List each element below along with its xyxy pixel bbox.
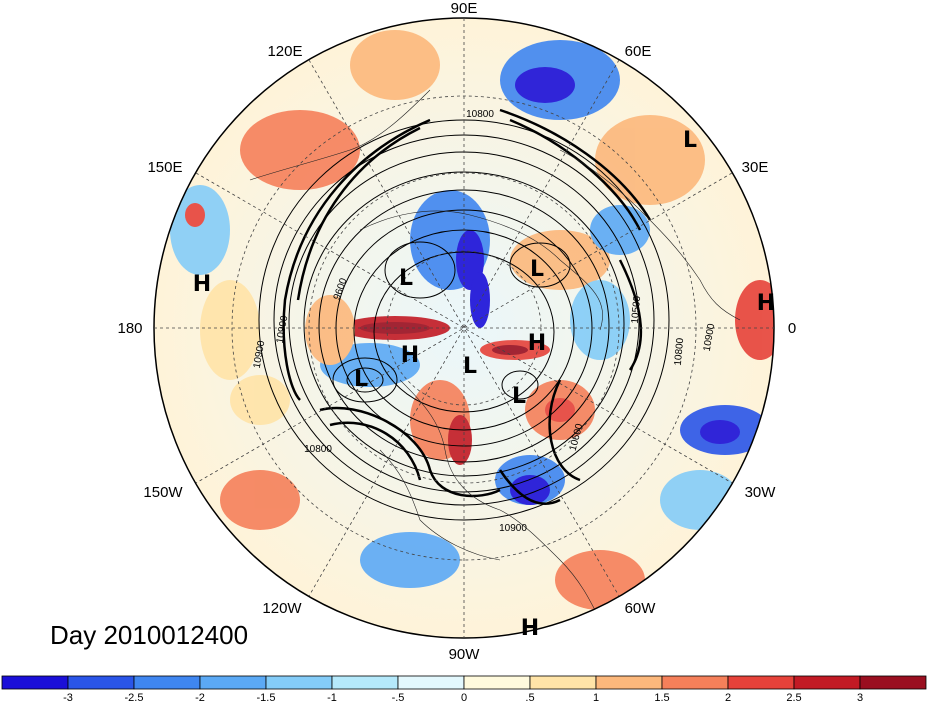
coastlines <box>249 89 741 621</box>
contour-label: 10800 <box>673 337 686 366</box>
lon-label-30w: 30W <box>745 484 777 501</box>
colorbar-tick-label: -2.5 <box>125 692 144 702</box>
colorbar-box <box>661 675 729 690</box>
colorbar-box <box>595 675 663 690</box>
colorbar-box <box>331 675 399 690</box>
contour-label: 10900 <box>499 523 527 534</box>
colorbar-box <box>463 675 531 690</box>
low-system-label: L <box>683 128 697 153</box>
colorbar-tick-label: 2 <box>725 692 731 702</box>
contour-label: 10900 <box>275 314 291 344</box>
lon-label-150w: 150W <box>143 484 183 501</box>
colorbar-tick-label: -1.5 <box>257 692 276 702</box>
pressure-systems: L L L L L L H H H H H <box>193 128 775 641</box>
contour-label: 10500 <box>630 295 643 324</box>
graticule <box>154 18 774 638</box>
low-system-label: L <box>399 266 413 291</box>
contour-label: 10800 <box>466 109 494 120</box>
lon-label-180: 180 <box>117 320 142 337</box>
colorbar-box <box>199 675 267 690</box>
colorbar-box <box>727 675 795 690</box>
colorbar-box <box>67 675 135 690</box>
longitude-labels: 90E 60E 30E 0 30W 60W 90W 120W 150W 180 … <box>117 0 796 663</box>
high-system-label: H <box>521 616 539 641</box>
colorbar-box <box>793 675 861 690</box>
colorbar-tick-label: .5 <box>525 692 534 702</box>
lon-label-0: 0 <box>788 320 796 337</box>
colorbar-box <box>133 675 201 690</box>
colorbar-tick-label: -1 <box>327 692 337 702</box>
colorbar-tick-label: 3 <box>857 692 863 702</box>
colorbar-tick-label: 2.5 <box>786 692 801 702</box>
colorbar-box <box>265 675 333 690</box>
lon-label-90e: 90E <box>451 0 478 17</box>
lon-label-30e: 30E <box>742 159 769 176</box>
jet-contours <box>282 108 652 505</box>
colorbar-tick-label: 1.5 <box>654 692 669 702</box>
colorbar-tick-label: -2 <box>195 692 205 702</box>
high-system-label: H <box>757 291 775 316</box>
colorbar-boxes <box>1 675 927 690</box>
colorbar-tick-label: -.5 <box>392 692 405 702</box>
colorbar-labels: -3 -2.5 -2 -1.5 -1 -.5 0 .5 1 1.5 2 2.5 3 <box>63 692 863 702</box>
colorbar-tick-label: -3 <box>63 692 73 702</box>
colorbar-tick-label: 1 <box>593 692 599 702</box>
day-label: Day 2010012400 <box>50 620 249 650</box>
low-system-label: L <box>354 367 368 392</box>
contour-label: 10900 <box>702 322 718 352</box>
colorbar-box <box>859 675 927 690</box>
lon-label-120e: 120E <box>267 43 302 60</box>
colorbar-box <box>529 675 597 690</box>
lon-label-60e: 60E <box>625 43 652 60</box>
lon-label-150e: 150E <box>147 159 182 176</box>
lon-label-60w: 60W <box>625 600 657 617</box>
colorbar-box <box>397 675 465 690</box>
low-system-label: L <box>512 384 526 409</box>
high-system-label: H <box>401 343 419 368</box>
lon-label-90w: 90W <box>449 646 481 663</box>
colorbar: -3 -2.5 -2 -1.5 -1 -.5 0 .5 1 1.5 2 2.5 3 <box>1 675 927 702</box>
lon-label-120w: 120W <box>262 600 302 617</box>
contour-label: 10900 <box>252 339 268 369</box>
contour-labels: 10800 10800 10800 10900 10900 10900 1060… <box>252 109 718 534</box>
high-system-label: H <box>193 272 211 297</box>
low-system-label: L <box>463 354 477 379</box>
polar-map: 90E 60E 30E 0 30W 60W 90W 120W 150W 180 … <box>117 0 796 663</box>
low-system-label: L <box>530 257 544 282</box>
high-system-label: H <box>528 331 546 356</box>
contour-label: 10800 <box>304 444 332 455</box>
colorbar-tick-label: 0 <box>461 692 467 702</box>
colorbar-box <box>1 675 69 690</box>
